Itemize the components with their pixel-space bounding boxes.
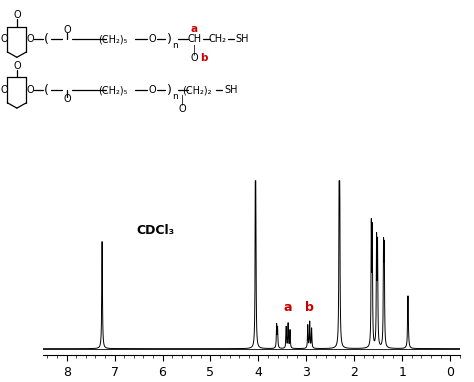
Text: O: O (191, 53, 198, 63)
Text: b: b (201, 53, 208, 63)
Text: O: O (0, 85, 8, 95)
Text: ): ) (166, 33, 172, 46)
Text: CDCl₃: CDCl₃ (136, 224, 174, 237)
Text: O: O (13, 10, 21, 20)
Text: |: | (181, 95, 184, 105)
Text: O: O (13, 61, 21, 71)
Text: (CH₂)₅: (CH₂)₅ (99, 85, 128, 95)
Text: (CH₂)₅: (CH₂)₅ (99, 34, 128, 44)
Text: a: a (284, 301, 292, 314)
Text: SH: SH (236, 34, 249, 44)
Text: |: | (193, 44, 196, 55)
Text: O: O (178, 104, 186, 114)
Text: ): ) (166, 84, 172, 97)
Text: (CH₂)₂: (CH₂)₂ (182, 85, 212, 95)
Text: n: n (172, 41, 178, 50)
Text: CH: CH (188, 34, 201, 44)
Text: O: O (148, 34, 156, 44)
Text: SH: SH (224, 85, 237, 95)
Text: O: O (148, 85, 156, 95)
Text: O: O (63, 25, 71, 35)
Text: O: O (0, 34, 8, 44)
Text: (: ( (44, 84, 49, 97)
Text: (: ( (44, 33, 49, 46)
Text: O: O (63, 94, 71, 104)
Text: a: a (191, 24, 198, 34)
Text: O: O (27, 85, 34, 95)
Text: CH₂: CH₂ (209, 34, 227, 44)
Text: b: b (305, 301, 314, 314)
Text: O: O (27, 34, 34, 44)
Text: n: n (172, 92, 178, 101)
